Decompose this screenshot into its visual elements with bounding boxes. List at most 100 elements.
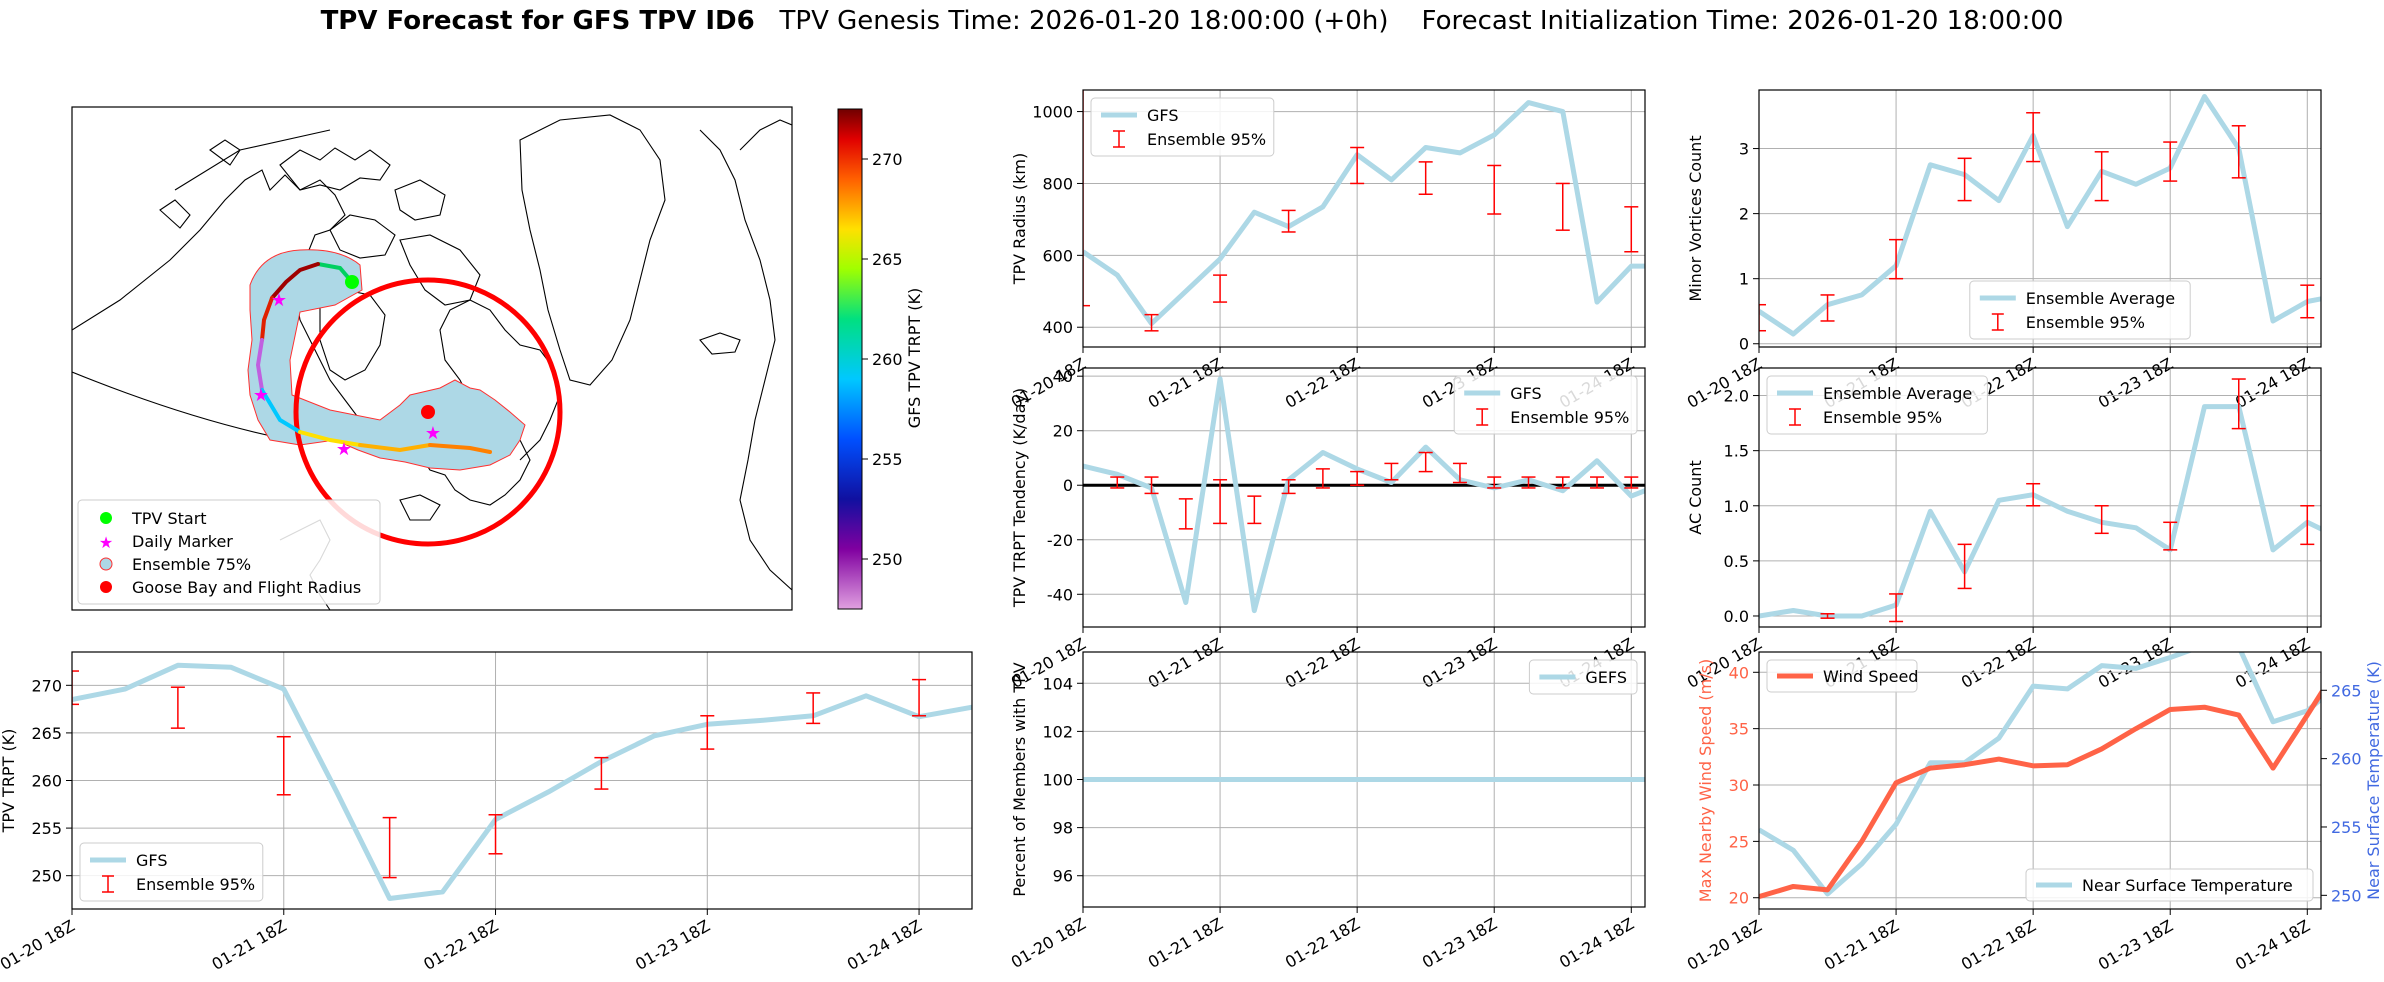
x-tick-label: 01-23 18Z: [2095, 916, 2176, 974]
legend-label: GFS: [136, 851, 167, 870]
axes-frame: [1082, 367, 1646, 628]
y-axis-label: Max Nearby Wind Speed (m/s): [1696, 659, 1715, 902]
error-bar: [2163, 521, 2178, 551]
error-bar: [700, 715, 715, 750]
wind-speed-line: [1759, 688, 2321, 899]
y-tick-label: 400: [1042, 318, 1073, 337]
series-line: [1083, 376, 1645, 614]
y-tick-label: 20: [1729, 889, 1749, 908]
legend-label: GFS: [1147, 106, 1178, 125]
error-bar: [1820, 613, 1835, 619]
daily-marker: ★: [425, 423, 441, 444]
wind-temp-chart: 20 25 30 35 40 250 255 260 265 01-20 18Z 01-21 18Z…: [1684, 651, 2383, 974]
x-tick-label: 01-20 18Z: [1684, 916, 1765, 974]
plot-area: [1759, 94, 2321, 337]
y2-tick-label: 260: [2331, 750, 2362, 769]
legend-box: [2025, 868, 2314, 902]
coastline-baffin: [399, 234, 481, 306]
ensemble-75-region: [247, 249, 526, 471]
plot-area: [1083, 376, 1673, 614]
track-seg-3: [260, 296, 274, 342]
legend-label: Ensemble 95%: [1147, 130, 1266, 149]
x-tick-label: 01-22 18Z: [1958, 634, 2039, 692]
y-tick-label: 260: [31, 772, 62, 791]
colorbar-tick-label: 255: [872, 450, 903, 469]
legend: GFS Ensemble 95%: [1090, 97, 1275, 157]
error-bar: [1178, 498, 1193, 530]
y-tick-label: 265: [31, 724, 62, 743]
figure-title: TPV Forecast for GFS TPV ID6 TPV Genesis…: [0, 6, 2384, 36]
series-line: [1083, 100, 1645, 327]
axes-frame: [1758, 367, 2322, 628]
y-tick-label: 1.5: [1724, 442, 1749, 461]
error-bar: [1555, 476, 1570, 489]
y-tick-label: 0.0: [1724, 607, 1749, 626]
error-bar: [1659, 480, 1673, 491]
coastline-iceland: [699, 332, 741, 355]
legend: Ensemble Average Ensemble 95%: [1969, 280, 2191, 340]
x-tick-label: 01-23 18Z: [1419, 914, 1500, 972]
track-seg-4: [255, 338, 264, 392]
legend-label: Wind Speed: [1823, 667, 1918, 686]
y-tick-label: 104: [1042, 674, 1073, 693]
error-bar: [1889, 238, 1904, 280]
x-tick-label: 01-22 18Z: [1282, 914, 1363, 972]
y2-axis-label: Near Surface Temperature (K): [2364, 661, 2383, 900]
y-axis-label: TPV Radius (km): [1010, 153, 1029, 286]
legend-daily-label: Daily Marker: [132, 532, 233, 551]
error-bar: [2300, 505, 2315, 546]
y-tick-label: 2: [1739, 205, 1749, 224]
legend-box: [1766, 659, 1918, 693]
y-tick-label: 102: [1042, 722, 1073, 741]
title-init: Forecast Initialization Time: 2026-01-20…: [1421, 6, 2064, 36]
y-tick-label: 3: [1739, 140, 1749, 159]
x-tick-label: 01-20 18Z: [1008, 914, 1089, 972]
x-tick-label: 01-20 18Z: [0, 916, 78, 974]
colorbar-tick-label: 260: [872, 350, 903, 369]
coastline-islands-1: [279, 147, 391, 191]
track-seg-7: [358, 443, 432, 453]
error-bar: [2094, 151, 2109, 202]
legend-box: [1969, 280, 2191, 340]
x-tick-label: 01-23 18Z: [2095, 634, 2176, 692]
error-bar: [806, 692, 821, 725]
y-tick-label: -20: [1047, 531, 1073, 550]
error-bar: [1555, 182, 1570, 231]
error-bar: [2231, 378, 2246, 430]
axes-frame: [1758, 89, 2322, 348]
map-boundary-arc: [72, 371, 291, 441]
error-bar: [1418, 451, 1433, 473]
flight-radius-circle: [293, 277, 563, 547]
coastline-islands-3: [394, 179, 446, 221]
coastline-europe: [699, 129, 792, 591]
percent-chart: 96 98 100 102 104 01-20 18Z 01-21 18Z 01-22 18Z…: [1008, 651, 1646, 972]
y-tick-label: 0: [1063, 476, 1073, 495]
legend-label: Ensemble Average: [1823, 384, 1972, 403]
axes-frame: [1758, 651, 2322, 910]
error-bar: [1452, 462, 1467, 484]
series-line: [1759, 404, 2321, 619]
legend-label: GFS: [1510, 384, 1541, 403]
legend-goosebay-icon: [100, 581, 112, 593]
legend: GFS Ensemble 95%: [1453, 375, 1638, 435]
error-bar: [1624, 206, 1639, 253]
error-bar: [1144, 313, 1159, 332]
legend-label: GEFS: [1585, 668, 1627, 687]
error-bar: [2231, 125, 2246, 179]
y-axis-label: TPV TRPT Tendency (K/day): [1010, 388, 1029, 608]
map-legend: TPV Start ★ Daily Marker Ensemble 75% Go…: [77, 499, 381, 605]
error-bar: [1820, 294, 1835, 322]
coastline-islands-2: [329, 214, 396, 259]
error-bar: [1889, 593, 1904, 623]
tpv-track: [255, 262, 492, 454]
y-axis-label: AC Count: [1686, 460, 1705, 534]
title-genesis: TPV Genesis Time: 2026-01-20 18:00:00 (+…: [779, 6, 1389, 36]
legend-goosebay-label: Goose Bay and Flight Radius: [132, 578, 361, 597]
daily-marker: ★: [271, 290, 287, 311]
plot-area: [72, 662, 972, 901]
legend-label: Ensemble 95%: [1823, 408, 1942, 427]
colorbar-ticks: 250 255 260 265 270: [862, 150, 903, 569]
